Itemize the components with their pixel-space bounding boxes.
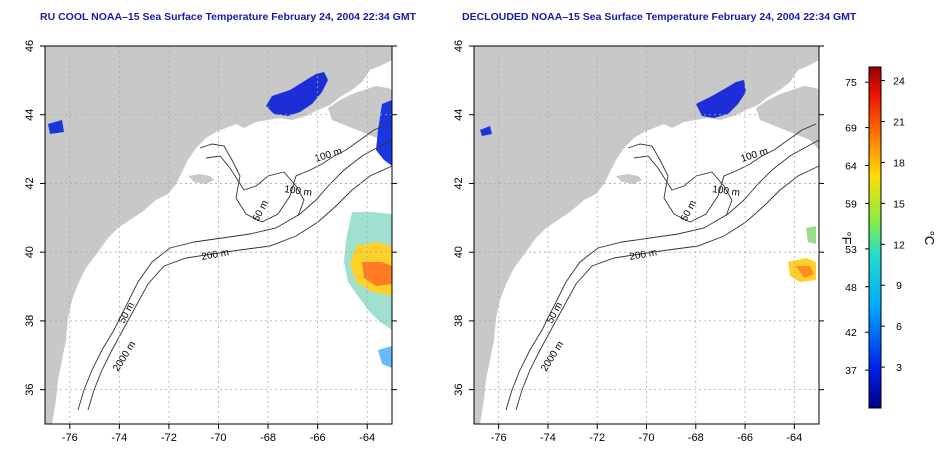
lat-lon-grid xyxy=(45,45,392,424)
latitude-tick-label: 42 xyxy=(24,177,36,189)
right-sst-map: 100 m 100 m 50 m 200 m 50 m 2000 m -76 -7… xyxy=(453,40,824,444)
celsius-tick-label: 15 xyxy=(893,198,905,210)
lat-lon-grid xyxy=(474,45,819,424)
fahrenheit-tick-label: 69 xyxy=(845,123,857,135)
fahrenheit-tick-label: 64 xyxy=(845,161,857,173)
latitude-axis: 36 38 40 42 44 46 xyxy=(453,40,824,396)
cold-patch-east xyxy=(376,100,392,166)
longitude-axis: -76 -74 -72 -70 -68 -66 -64 xyxy=(491,424,802,444)
ice-cold-patch-north xyxy=(266,72,328,116)
left-sst-map: 100 m 100 m 50 m 200 m 50 m 2000 m -76 -7… xyxy=(24,40,397,444)
longitude-tick-label: -72 xyxy=(161,432,177,444)
fahrenheit-tick-label: 75 xyxy=(845,77,857,89)
longitude-tick-label: -64 xyxy=(359,432,375,444)
longitude-axis: -76 -74 -72 -70 -68 -66 -64 xyxy=(62,424,375,444)
bathymetry-contours xyxy=(505,123,820,411)
land-mass xyxy=(45,46,392,424)
contour-label: 100 m xyxy=(712,184,741,199)
temperature-colorbar: 75 69 64 59 53 48 42 37 24 21 18 15 12 9 6 3 °F °C xyxy=(839,66,937,409)
latitude-tick-label: 40 xyxy=(24,246,36,258)
contour-label: 100 m xyxy=(284,184,313,199)
warm-sst-patch xyxy=(788,226,816,282)
latitude-tick-label: 38 xyxy=(24,315,36,327)
latitude-tick-label: 46 xyxy=(24,40,36,52)
celsius-tick-label: 9 xyxy=(896,280,902,292)
ice-cold-patch-north xyxy=(696,80,746,118)
longitude-tick-label: -76 xyxy=(62,432,78,444)
fahrenheit-tick-label: 42 xyxy=(845,327,857,339)
longitude-tick-label: -70 xyxy=(639,432,655,444)
fahrenheit-tick-label: 59 xyxy=(845,198,857,210)
cold-patch-west xyxy=(48,120,64,134)
warm-sst-patch xyxy=(344,212,392,368)
celsius-tick-label: 21 xyxy=(893,117,905,129)
longitude-tick-label: -72 xyxy=(589,432,605,444)
fahrenheit-scale: 75 69 64 59 53 48 42 37 xyxy=(845,77,869,377)
celsius-tick-label: 12 xyxy=(893,239,905,251)
fahrenheit-tick-label: 53 xyxy=(845,244,857,256)
longitude-tick-label: -74 xyxy=(111,432,127,444)
latitude-tick-label: 44 xyxy=(24,109,36,121)
right-map-title: DECLOUDED NOAA–15 Sea Surface Temperatur… xyxy=(462,11,857,23)
celsius-scale: 24 21 18 15 12 9 6 3 xyxy=(881,76,905,374)
latitude-axis: 36 38 40 42 44 46 xyxy=(24,40,397,396)
longitude-tick-label: -68 xyxy=(688,432,704,444)
latitude-tick-label: 38 xyxy=(453,315,465,327)
latitude-tick-label: 40 xyxy=(453,246,465,258)
left-map-title: RU COOL NOAA–15 Sea Surface Temperature … xyxy=(40,11,417,23)
land-mass xyxy=(474,46,819,424)
longitude-tick-label: -66 xyxy=(310,432,326,444)
contour-label: 200 m xyxy=(201,247,230,263)
celsius-tick-label: 3 xyxy=(896,362,902,374)
celsius-label: °C xyxy=(922,231,937,246)
celsius-tick-label: 24 xyxy=(893,76,905,88)
latitude-tick-label: 36 xyxy=(24,384,36,396)
latitude-tick-label: 36 xyxy=(453,384,465,396)
longitude-tick-label: -76 xyxy=(491,432,507,444)
celsius-tick-label: 6 xyxy=(896,321,902,333)
latitude-tick-label: 44 xyxy=(453,109,465,121)
contour-label: 200 m xyxy=(629,247,658,263)
latitude-tick-label: 42 xyxy=(453,177,465,189)
fahrenheit-tick-label: 48 xyxy=(845,282,857,294)
longitude-tick-label: -66 xyxy=(737,432,753,444)
latitude-tick-label: 46 xyxy=(453,40,465,52)
longitude-tick-label: -64 xyxy=(786,432,802,444)
fahrenheit-label: °F xyxy=(839,231,854,244)
colorbar-gradient xyxy=(868,66,882,409)
longitude-tick-label: -74 xyxy=(540,432,556,444)
fahrenheit-tick-label: 37 xyxy=(845,365,857,377)
cold-patch-west xyxy=(480,126,492,136)
celsius-tick-label: 18 xyxy=(893,157,905,169)
bathymetry-contours xyxy=(77,123,393,411)
longitude-tick-label: -68 xyxy=(260,432,276,444)
longitude-tick-label: -70 xyxy=(211,432,227,444)
